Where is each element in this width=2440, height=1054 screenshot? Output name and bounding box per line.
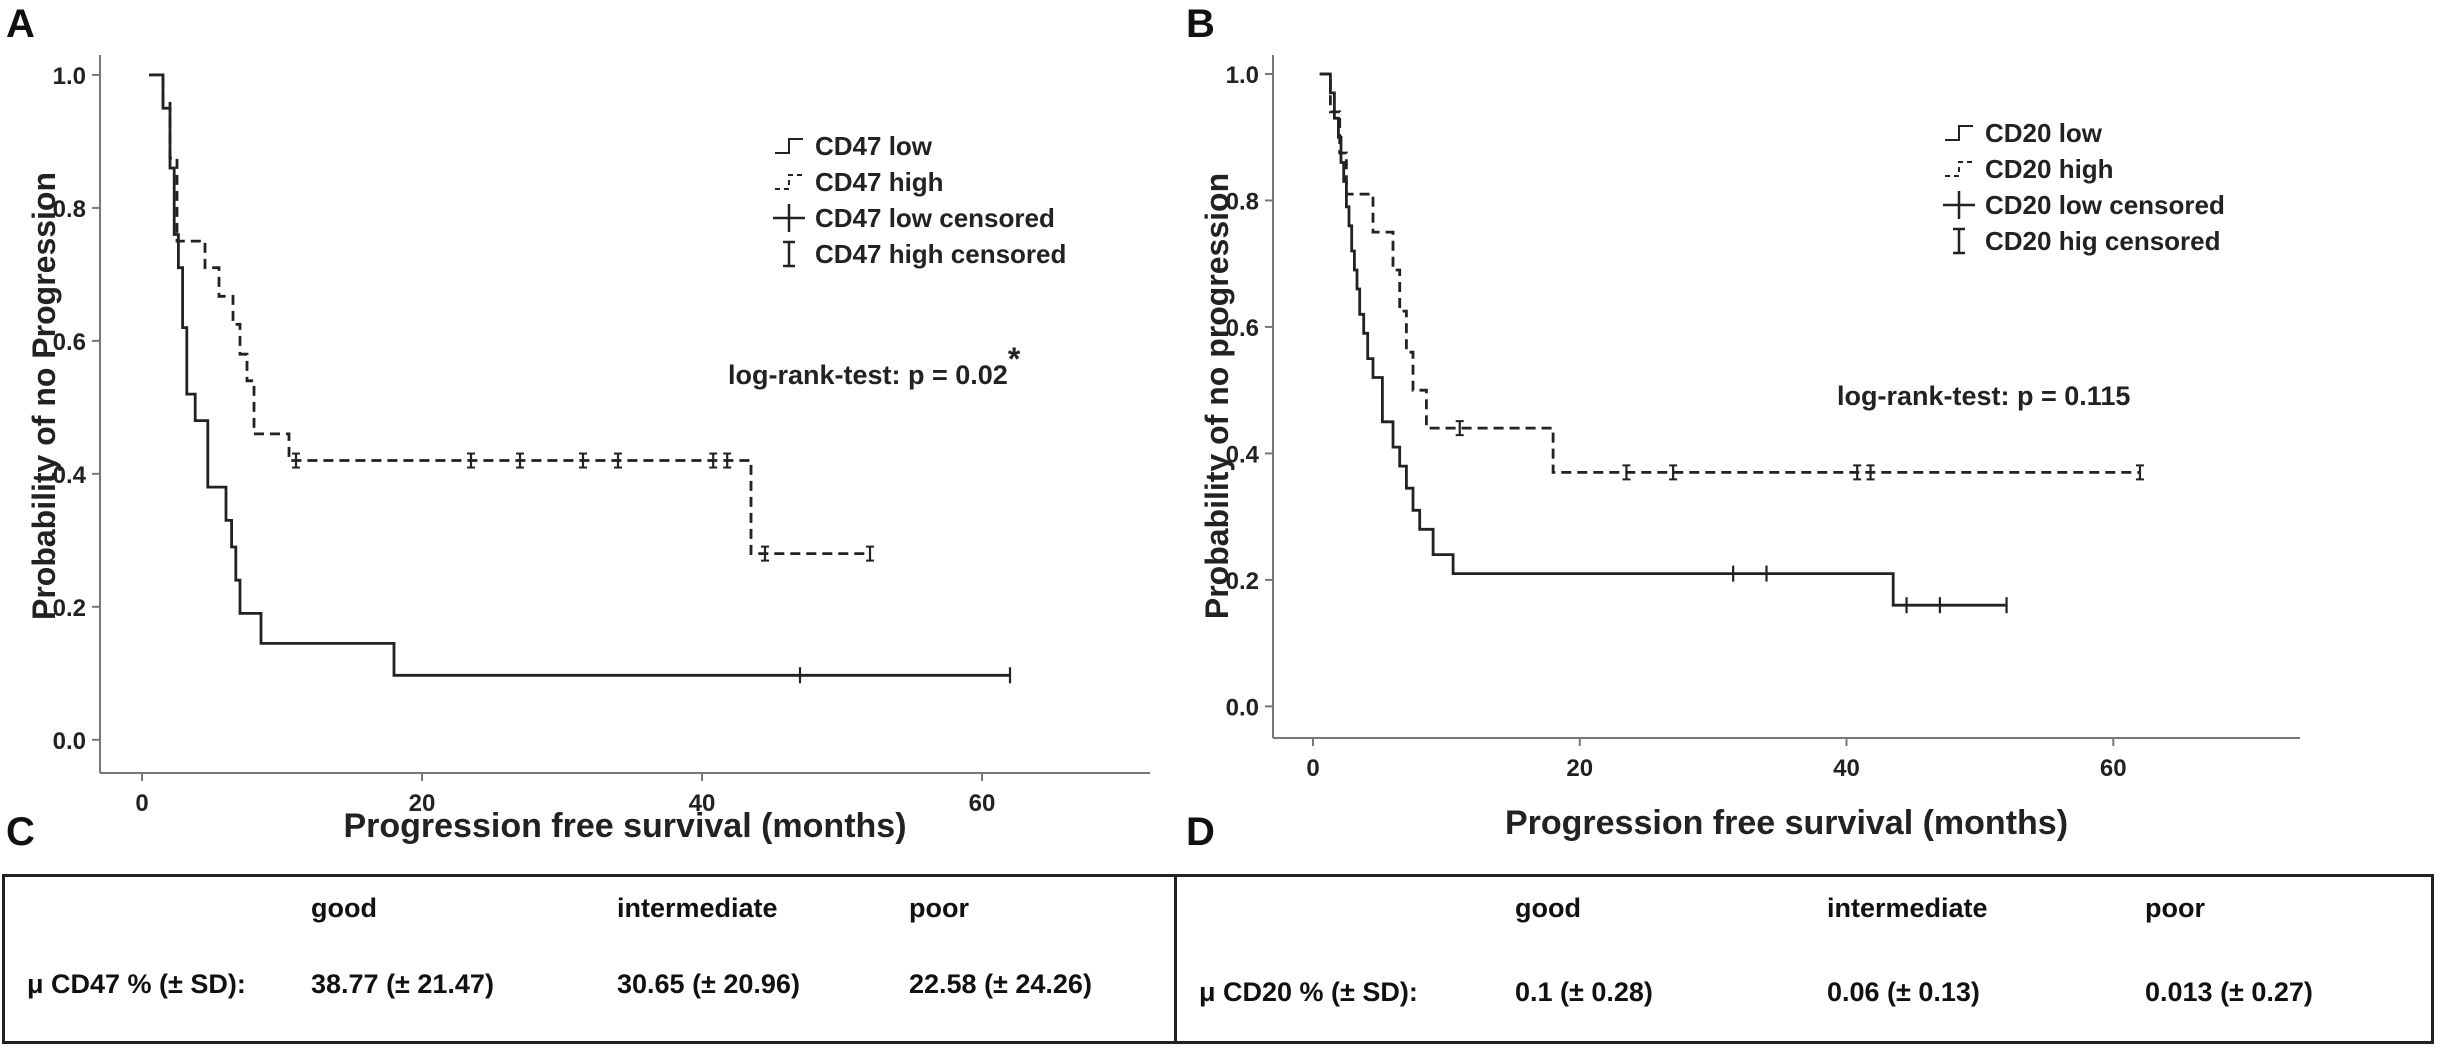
legend-swatch-solid-step (1945, 125, 1973, 141)
y-tick-label: 0.0 (53, 728, 86, 755)
y-tick-label: 0.6 (53, 329, 86, 356)
censor-mark-high (2135, 464, 2144, 481)
table-c-value-poor: 22.58 (± 24.26) (909, 969, 1092, 999)
legend-label: CD20 low censored (1985, 190, 2225, 220)
censor-mark-high (1455, 420, 1464, 437)
y-tick-label: 0.8 (1226, 188, 1259, 215)
censor-mark-high (866, 545, 874, 562)
censor-mark-high (614, 452, 622, 469)
legend-label: CD47 high (815, 167, 944, 197)
legend-label: CD47 low censored (815, 203, 1055, 233)
y-tick-label: 0.2 (53, 595, 86, 622)
y-tick-label: 0.4 (1226, 441, 1260, 468)
y-tick-label: 0.0 (1226, 694, 1259, 721)
table-d-value-intermediate: 0.06 (± 0.13) (1827, 977, 1980, 1007)
censor-mark-high (1669, 464, 1678, 481)
censor-mark-high (1622, 464, 1631, 481)
censor-mark-high (516, 452, 524, 469)
table-c-value-good: 38.77 (± 21.47) (311, 969, 494, 999)
y-tick-label: 0.4 (53, 462, 87, 489)
table-c-value-intermediate: 30.65 (± 20.96) (617, 969, 800, 999)
km-curve-high (149, 73, 870, 555)
x-tick-label: 60 (969, 790, 996, 817)
censor-mark-high (467, 452, 475, 469)
legend-label: CD20 low (1985, 118, 2103, 148)
x-tick-label: 40 (1833, 755, 1860, 782)
legend-label: CD20 hig censored (1985, 226, 2221, 256)
y-tick-label: 0.8 (53, 196, 86, 223)
censor-mark-high (1853, 464, 1862, 481)
y-axis-label: Probability of no Progression (26, 172, 62, 620)
km-curve-low (1319, 72, 2007, 607)
censor-mark-high (292, 452, 300, 469)
legend: CD47 low CD47 high CD47 low censored CD47 h… (773, 131, 1066, 269)
censor-mark-high (709, 452, 718, 469)
censor-mark-high (579, 452, 587, 469)
y-tick-label: 0.2 (1226, 568, 1259, 595)
panel-letter-c: C (6, 810, 35, 854)
summary-tables: good intermediate poor μ CD47 % (± SD): … (0, 874, 2440, 1054)
y-tick-label: 1.0 (53, 63, 86, 90)
table-c-header-good: good (311, 893, 377, 923)
y-tick-label: 0.6 (1226, 315, 1259, 342)
log-rank-annotation: log-rank-test: p = 0.02* (728, 341, 1021, 390)
legend-label: CD47 low (815, 131, 933, 161)
chart-panel-2: 0.0 0.2 0.4 0.6 0.8 1.0 0 20 40 60 Progression fre… (1199, 55, 2300, 842)
table-c-row-label: μ CD47 % (± SD): (27, 969, 246, 999)
significance-asterisk: * (1008, 341, 1021, 377)
y-tick-label: 1.0 (1226, 62, 1259, 89)
panel-letter-d: D (1186, 810, 1215, 854)
x-tick-label: 0 (135, 790, 148, 817)
table-d-header-intermediate: intermediate (1827, 893, 1988, 923)
panel-letter-a: A (6, 2, 35, 46)
km-curve-low (149, 73, 1010, 677)
table-c-header-intermediate: intermediate (617, 893, 778, 923)
table-d-header-good: good (1515, 893, 1581, 923)
table-d-header-poor: poor (2145, 893, 2205, 923)
x-tick-label: 20 (409, 790, 436, 817)
log-rank-annotation: log-rank-test: p = 0.115 (1837, 381, 2130, 411)
x-tick-label: 40 (689, 790, 716, 817)
censor-mark-high (723, 452, 732, 469)
table-c-header-poor: poor (909, 893, 969, 923)
panel-letter-b: B (1186, 2, 1215, 46)
table-d: good intermediate poor μ CD20 % (± SD): … (1174, 874, 2434, 1044)
legend-swatch-solid-step (775, 138, 803, 154)
x-axis-label: Progression free survival (months) (1505, 804, 2068, 842)
table-c: good intermediate poor μ CD47 % (± SD): … (2, 874, 1177, 1044)
table-d-value-poor: 0.013 (± 0.27) (2145, 977, 2313, 1007)
x-tick-label: 0 (1306, 755, 1319, 782)
legend-swatch-dashed-step (1945, 161, 1973, 177)
x-tick-label: 60 (2100, 755, 2127, 782)
legend: CD20 low CD20 high CD20 low censored CD20 h… (1943, 118, 2225, 256)
chart-panel-1: 0.0 0.2 0.4 0.6 0.8 1.0 0 20 40 60 Progression fre… (26, 55, 1150, 845)
legend-label: CD20 high (1985, 154, 2114, 184)
legend-swatch-dashed-step (775, 174, 803, 190)
x-tick-label: 20 (1566, 755, 1593, 782)
table-d-row-label: μ CD20 % (± SD): (1199, 977, 1418, 1007)
table-d-value-good: 0.1 (± 0.28) (1515, 977, 1653, 1007)
x-axis-label: Progression free survival (months) (343, 807, 906, 845)
censor-mark-high (1866, 464, 1875, 481)
censor-mark-high (761, 545, 769, 562)
km-curve-high (1319, 72, 2140, 474)
legend-label: CD47 high censored (815, 239, 1066, 269)
y-axis-label: Probability of no progression (1199, 173, 1235, 619)
